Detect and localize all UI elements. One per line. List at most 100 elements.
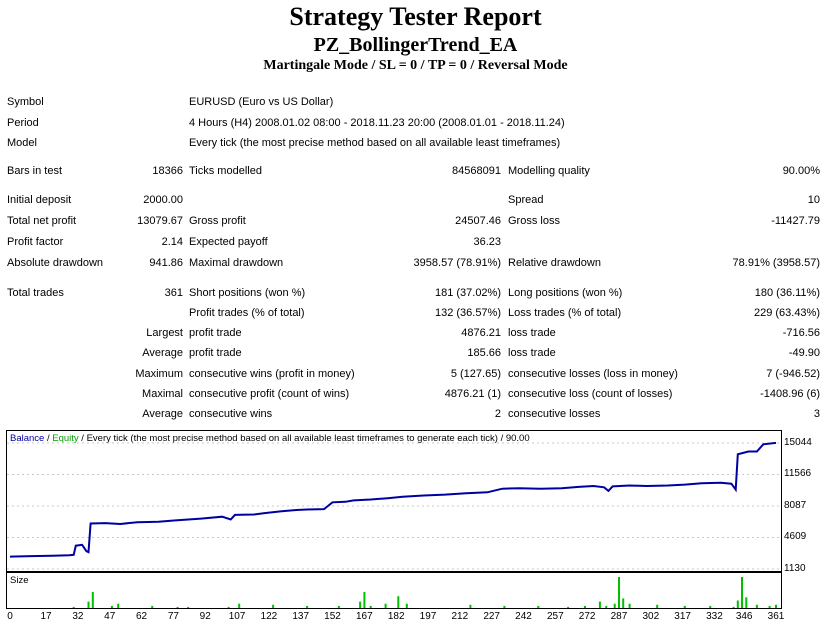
long-label: Long positions (won %) — [508, 287, 623, 299]
grossloss-value: -11427.79 — [771, 215, 820, 227]
volume-bar — [618, 577, 620, 608]
mclc-label: consecutive loss (count of losses) — [508, 388, 673, 400]
absdd-label: Absolute drawdown — [7, 257, 104, 269]
volume-bar — [91, 592, 94, 608]
y-tick-label: 11566 — [784, 468, 812, 480]
volume-bar — [238, 603, 241, 608]
ltrades-label: Loss trades (% of total) — [508, 307, 622, 319]
deposit-label: Initial deposit — [7, 194, 72, 206]
x-tick-label: 32 — [72, 611, 84, 622]
mode-line: Martingale Mode / SL = 0 / TP = 0 / Reve… — [263, 58, 568, 73]
short-value: 181 (37.02%) — [434, 287, 501, 299]
x-tick-label: 346 — [735, 611, 753, 622]
legend-equity: Equity — [52, 433, 79, 444]
volume-bar — [745, 597, 748, 608]
balance-line — [9, 441, 777, 558]
y-tick-label: 15044 — [784, 437, 812, 448]
maxdd-value: 3958.57 (78.91%) — [413, 257, 501, 269]
lpt-label: profit trade — [189, 327, 242, 339]
volume-bar — [469, 604, 472, 608]
volume-bar — [656, 604, 659, 608]
legend-rest: / Every tick (the most precise method ba… — [78, 433, 530, 444]
x-tick-label: 122 — [260, 611, 278, 622]
ptrades-value: 132 (36.57%) — [434, 307, 501, 319]
x-tick-label: 182 — [387, 611, 405, 622]
apt-value: 185.66 — [467, 347, 501, 359]
x-tick-label: 17 — [40, 611, 52, 622]
volume-bar — [306, 605, 309, 608]
symbol-value: EURUSD (Euro vs US Dollar) — [189, 96, 334, 108]
x-tick-label: 152 — [324, 611, 341, 622]
symbol-label: Symbol — [7, 96, 44, 108]
long-value: 180 (36.11%) — [754, 287, 820, 299]
netprofit-label: Total net profit — [7, 215, 77, 227]
llt-label: loss trade — [508, 327, 556, 339]
x-tick-label: 62 — [135, 611, 148, 622]
pf-label: Profit factor — [7, 236, 64, 248]
volume-plot — [72, 577, 777, 608]
grossprofit-value: 24507.46 — [455, 215, 501, 227]
x-tick-label: 107 — [228, 611, 246, 622]
size-label: Size — [10, 575, 29, 586]
balance-plot — [7, 441, 781, 570]
report-title: Strategy Tester Report — [289, 2, 542, 31]
period-label: Period — [7, 117, 39, 129]
spread-value: 10 — [807, 194, 820, 206]
x-tick-label: 77 — [167, 611, 179, 622]
volume-bar — [369, 605, 372, 608]
quality-value: 90.00% — [782, 165, 820, 177]
acw-label: consecutive wins — [189, 408, 273, 420]
volume-bar — [503, 605, 506, 608]
chart-legend: Balance / Equity / Every tick (the most … — [10, 433, 530, 444]
volume-bar — [72, 606, 75, 608]
volume-bar — [755, 604, 758, 608]
lpt-value: 4876.21 — [461, 327, 501, 339]
maximal-label: Maximal — [142, 388, 183, 400]
mclc-value: -1408.96 (6) — [760, 388, 820, 400]
x-tick-label: 317 — [674, 611, 691, 622]
alt-label: loss trade — [508, 347, 556, 359]
volume-bar — [628, 603, 631, 608]
mcw-label: consecutive wins (profit in money) — [189, 368, 355, 380]
volume-bar — [736, 600, 739, 608]
mcl-value: 7 (-946.52) — [766, 368, 820, 380]
volume-bar — [584, 605, 586, 608]
average-label: Average — [142, 347, 183, 359]
model-label: Model — [7, 137, 37, 149]
deposit-value: 2000.00 — [143, 194, 183, 206]
volume-bar — [272, 604, 275, 608]
model-value: Every tick (the most precise method base… — [189, 137, 561, 149]
mcp-label: consecutive profit (count of wins) — [189, 388, 350, 400]
ticks-label: Ticks modelled — [189, 165, 262, 177]
period-value: 4 Hours (H4) 2008.01.02 08:00 - 2018.11.… — [189, 117, 565, 129]
alt-value: -49.90 — [788, 347, 820, 359]
trades-label: Total trades — [7, 287, 64, 299]
ptrades-label: Profit trades (% of total) — [189, 307, 305, 319]
x-tick-label: 227 — [483, 611, 500, 622]
mcp-value: 4876.21 (1) — [444, 388, 501, 400]
short-label: Short positions (won %) — [189, 287, 306, 299]
apt-label: profit trade — [189, 347, 242, 359]
volume-bar — [537, 605, 540, 608]
volume-bar — [732, 606, 735, 608]
volume-bar — [622, 598, 625, 608]
expert-name: PZ_BollingerTrend_EA — [313, 34, 518, 56]
absdd-value: 941.86 — [149, 257, 183, 269]
grossprofit-label: Gross profit — [189, 215, 246, 227]
volume-panel: Size — [6, 572, 782, 609]
spread-label: Spread — [508, 194, 544, 206]
y-tick-label: 8087 — [784, 500, 807, 511]
volume-bar — [151, 605, 154, 608]
acl-value: 3 — [813, 408, 820, 420]
mcl-label: consecutive losses (loss in money) — [508, 368, 678, 380]
x-tick-label: 272 — [578, 611, 596, 622]
x-tick-label: 361 — [767, 611, 785, 622]
x-tick-label: 287 — [610, 611, 628, 622]
volume-bar — [227, 606, 230, 608]
volume-bar — [605, 605, 608, 608]
y-tick-label: 1130 — [784, 563, 806, 574]
acl-label: consecutive losses — [508, 408, 601, 420]
volume-bar — [775, 604, 777, 608]
quality-label: Modelling quality — [508, 165, 590, 177]
payoff-label: Expected payoff — [189, 236, 268, 248]
